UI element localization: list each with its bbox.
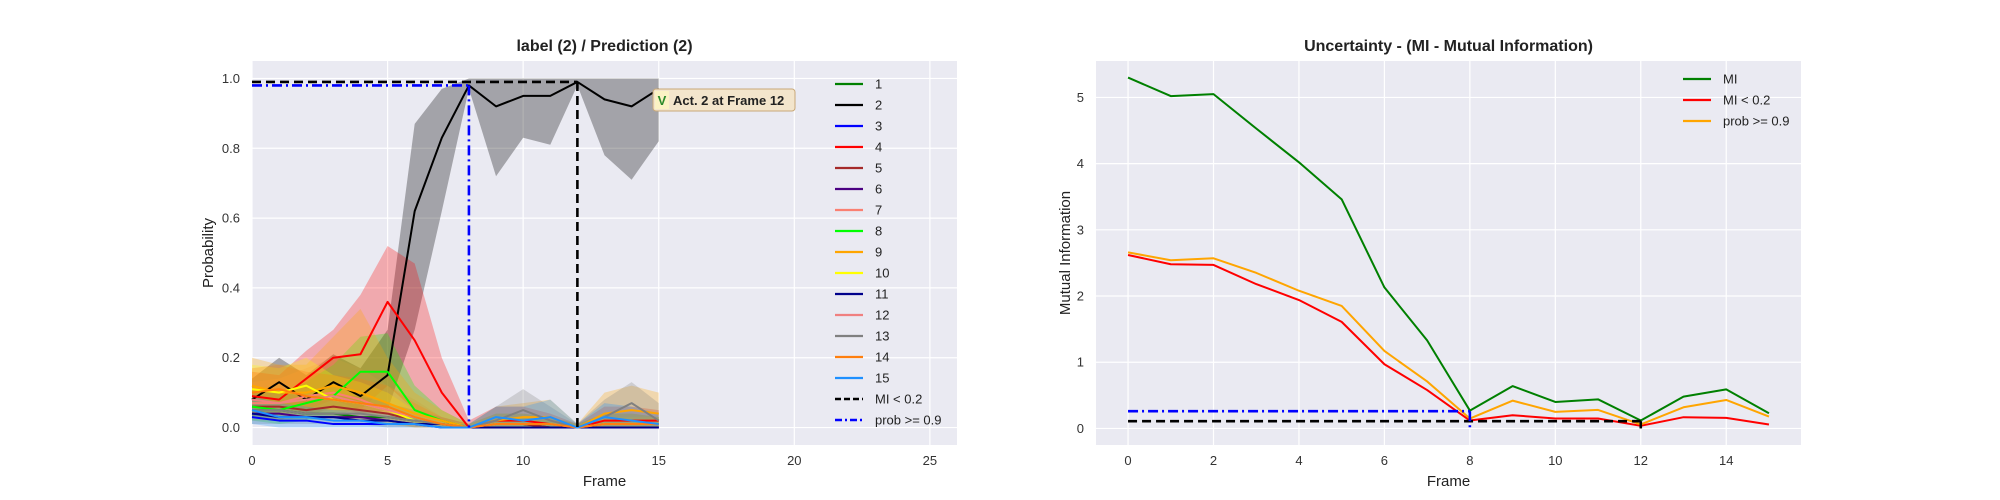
- legend-label: 9: [875, 245, 882, 260]
- series-8-band: [252, 333, 659, 428]
- y-tick-label: 0.4: [222, 280, 240, 295]
- series-14-line: [251, 388, 659, 429]
- probability-ticks: 0 5 10 15 20 250.00.20.40.60.81.0: [222, 71, 937, 468]
- legend-label: 15: [875, 371, 889, 386]
- series-15-line: [251, 409, 659, 429]
- series-9-line: [251, 384, 659, 429]
- x-tick-label: 0: [248, 453, 255, 468]
- legend-label: 12: [875, 308, 889, 323]
- mi-lines: [1127, 76, 1770, 427]
- x-tick-label: 25: [923, 453, 937, 468]
- legend-label: 8: [875, 224, 882, 239]
- y-tick-label: 4: [1077, 156, 1084, 171]
- x-tick-label: 8: [1466, 453, 1473, 468]
- series-4-band: [252, 246, 659, 428]
- legend-label: 13: [875, 329, 889, 344]
- series-2-line: [251, 80, 660, 401]
- y-tick-label: 5: [1077, 90, 1084, 105]
- probability-y-axis-label: Probability: [200, 217, 217, 288]
- legend-label: prob >= 0.9: [875, 413, 942, 428]
- legend-label: 14: [875, 350, 889, 365]
- x-tick-label: 20: [787, 453, 801, 468]
- mi-chart-title: Uncertainty - (MI - Mutual Information): [1304, 38, 1593, 55]
- x-tick-label: 4: [1295, 453, 1302, 468]
- y-tick-label: 2: [1077, 289, 1084, 304]
- x-tick-label: 10: [516, 453, 530, 468]
- x-tick-label: 12: [1634, 453, 1648, 468]
- legend-label: 1: [875, 77, 882, 92]
- y-tick-label: 3: [1077, 222, 1084, 237]
- series-14-band: [252, 364, 659, 428]
- series-mi-0-2-line: [1127, 254, 1770, 427]
- x-tick-label: 0: [1124, 453, 1131, 468]
- annotation-badge: [655, 91, 669, 109]
- legend-label: 3: [875, 119, 882, 134]
- annotation-badge-text: V: [658, 93, 667, 108]
- x-tick-label: 15: [651, 453, 665, 468]
- x-tick-label: 14: [1719, 453, 1733, 468]
- mi-y-axis-label: Mutual Information: [1057, 191, 1074, 315]
- series-4-line: [251, 300, 659, 429]
- probability-lines: [251, 80, 660, 429]
- probability-grid: [251, 61, 957, 445]
- legend-label: 4: [875, 140, 882, 155]
- legend-label: 10: [875, 266, 889, 281]
- legend-label: MI < 0.2: [875, 392, 922, 407]
- series-2-band: [252, 78, 659, 418]
- y-tick-label: 0.8: [222, 141, 240, 156]
- series-mi-line: [1127, 76, 1770, 422]
- legend-label: MI: [1723, 72, 1737, 87]
- y-tick-label: 0.0: [222, 420, 240, 435]
- probability-chart: 0 5 10 15 20 250.00.20.40.60.81.0 label (2) /…: [200, 38, 957, 490]
- y-tick-label: 0.6: [222, 211, 240, 226]
- probability-reference-lines: [252, 80, 579, 428]
- probability-chart-title: label (2) / Prediction (2): [516, 38, 692, 55]
- y-tick-label: 0.2: [222, 350, 240, 365]
- legend-label: 11: [875, 287, 889, 302]
- x-tick-label: 5: [384, 453, 391, 468]
- legend-label: prob >= 0.9: [1723, 114, 1790, 129]
- legend-label: 5: [875, 161, 882, 176]
- annotation-box: V Act. 2 at Frame 12: [652, 88, 796, 112]
- x-tick-label: 2: [1210, 453, 1217, 468]
- y-tick-label: 1: [1077, 355, 1084, 370]
- legend-label: 2: [875, 98, 882, 113]
- annotation-background: [652, 88, 796, 112]
- legend-label: MI < 0.2: [1723, 93, 1770, 108]
- mi-x-axis-label: Frame: [1427, 473, 1470, 490]
- legend-label: 7: [875, 203, 882, 218]
- probability-x-axis-label: Frame: [583, 473, 626, 490]
- x-tick-label: 10: [1548, 453, 1562, 468]
- mi-legend: MI MI < 0.2 prob >= 0.9: [1683, 72, 1790, 129]
- legend-label: 6: [875, 182, 882, 197]
- series-prob-0-9-line: [1127, 251, 1770, 426]
- y-tick-label: 1.0: [222, 71, 240, 86]
- mi-reference-lines: [1128, 409, 1643, 429]
- mi-plot-area: [1096, 61, 1801, 445]
- annotation-text: Act. 2 at Frame 12: [673, 93, 784, 108]
- y-tick-label: 0: [1077, 421, 1084, 436]
- x-tick-label: 6: [1381, 453, 1388, 468]
